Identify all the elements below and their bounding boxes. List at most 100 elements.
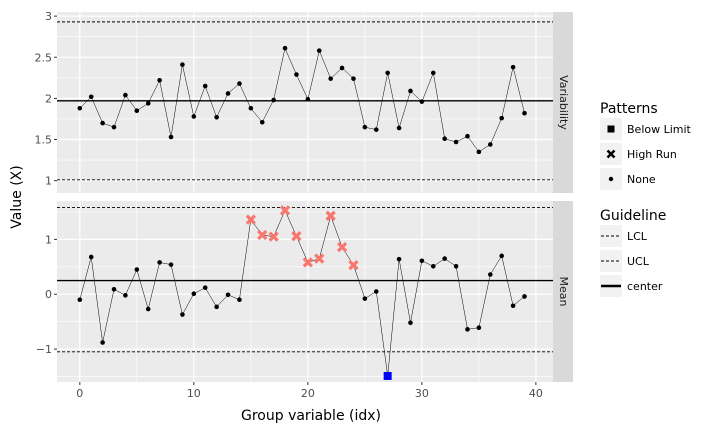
data-point bbox=[328, 76, 333, 81]
data-point-high-run bbox=[268, 231, 279, 242]
x-tick-label: 40 bbox=[529, 387, 543, 400]
data-point bbox=[77, 297, 83, 303]
data-point bbox=[294, 72, 299, 77]
x-tick-label: 10 bbox=[187, 387, 201, 400]
data-point bbox=[373, 127, 379, 132]
data-point bbox=[225, 292, 231, 298]
legend-1: Guideline LCL UCL center bbox=[600, 208, 666, 297]
data-point bbox=[396, 256, 402, 262]
legend-0: Patterns Below Limit High Run None bbox=[600, 101, 692, 190]
data-point-high-run bbox=[291, 230, 302, 242]
legend-key-x bbox=[606, 149, 616, 159]
data-point bbox=[316, 48, 322, 53]
data-point bbox=[476, 325, 482, 331]
facet-panel-1: −1 0 1 Mean bbox=[36, 201, 573, 382]
y-tick-label: −1 bbox=[36, 343, 52, 356]
data-point bbox=[111, 287, 117, 292]
panel-background bbox=[57, 12, 553, 193]
data-point bbox=[225, 91, 231, 96]
data-point bbox=[396, 125, 402, 131]
data-point-high-run bbox=[245, 214, 256, 225]
x-stroke bbox=[245, 214, 256, 225]
data-point bbox=[453, 263, 459, 269]
legend-label: center bbox=[627, 280, 663, 293]
data-point bbox=[202, 83, 208, 89]
x-stroke bbox=[291, 230, 302, 242]
data-point bbox=[282, 45, 288, 51]
data-point bbox=[499, 253, 504, 259]
legends: Patterns Below Limit High Run None Guideline… bbox=[600, 101, 692, 297]
data-point bbox=[510, 64, 516, 70]
data-point bbox=[191, 114, 197, 119]
data-point bbox=[202, 285, 208, 290]
data-point bbox=[191, 291, 197, 296]
legend-title: Patterns bbox=[600, 101, 658, 117]
data-point-high-run bbox=[325, 210, 336, 221]
data-point bbox=[362, 124, 368, 130]
data-point bbox=[88, 254, 94, 260]
legend-label: LCL bbox=[627, 230, 648, 243]
data-point bbox=[214, 304, 219, 310]
data-point-high-run bbox=[314, 253, 325, 264]
data-point bbox=[362, 296, 368, 301]
data-point bbox=[271, 97, 276, 103]
data-point bbox=[419, 99, 425, 104]
x-axis: 0 10 20 30 40 bbox=[76, 382, 543, 400]
facet-strip bbox=[553, 12, 573, 193]
data-point bbox=[442, 256, 447, 261]
facet-strip-label: Mean bbox=[557, 277, 570, 307]
data-point-high-run bbox=[279, 205, 291, 216]
x-stroke bbox=[325, 210, 336, 221]
series-line bbox=[79, 47, 525, 153]
y-tick-label: 2.5 bbox=[35, 51, 53, 64]
y-tick-label: 3 bbox=[45, 10, 52, 23]
x-stroke bbox=[257, 229, 268, 241]
data-point bbox=[237, 81, 242, 86]
y-tick-label: 2 bbox=[45, 92, 52, 105]
x-stroke bbox=[314, 253, 325, 264]
legend-label: UCL bbox=[627, 255, 650, 268]
data-point bbox=[419, 258, 425, 264]
data-point bbox=[351, 76, 356, 81]
data-point bbox=[134, 267, 140, 272]
data-point bbox=[100, 340, 105, 345]
data-point bbox=[168, 134, 174, 140]
x-stroke bbox=[336, 241, 348, 253]
y-tick-label: 1 bbox=[45, 233, 52, 246]
data-point bbox=[248, 105, 254, 111]
data-point bbox=[180, 312, 185, 317]
x-tick-label: 20 bbox=[301, 387, 315, 400]
data-point bbox=[259, 119, 265, 125]
data-point bbox=[385, 70, 390, 76]
data-point-below-limit bbox=[383, 371, 392, 380]
series-line bbox=[79, 209, 525, 377]
legend-key-square bbox=[607, 125, 615, 133]
data-point bbox=[476, 149, 482, 155]
x-tick-label: 30 bbox=[415, 387, 429, 400]
data-point bbox=[430, 70, 436, 76]
data-point bbox=[145, 306, 151, 312]
data-point bbox=[408, 88, 413, 94]
data-point bbox=[88, 94, 94, 100]
data-point-high-run bbox=[257, 229, 268, 241]
data-point bbox=[180, 62, 185, 67]
data-point bbox=[499, 115, 504, 121]
data-point bbox=[168, 262, 174, 267]
data-point bbox=[465, 327, 470, 332]
data-point bbox=[157, 260, 162, 265]
x-axis-title: Group variable (idx) bbox=[241, 408, 381, 424]
x-stroke bbox=[302, 257, 313, 268]
data-point bbox=[100, 120, 105, 126]
data-point bbox=[145, 101, 151, 106]
facet-strip-label: Variability bbox=[557, 75, 570, 130]
data-point bbox=[487, 272, 493, 277]
y-tick-label: 1 bbox=[45, 175, 52, 188]
data-point bbox=[305, 96, 311, 102]
data-point bbox=[373, 289, 379, 294]
facet-panels: 1 1.5 2 2.5 3 Variability −1 0 1 Mean bbox=[35, 10, 573, 382]
y-axis-title: Value (X) bbox=[9, 165, 25, 228]
data-point bbox=[123, 92, 128, 98]
data-point bbox=[237, 297, 242, 303]
data-point bbox=[487, 142, 493, 147]
